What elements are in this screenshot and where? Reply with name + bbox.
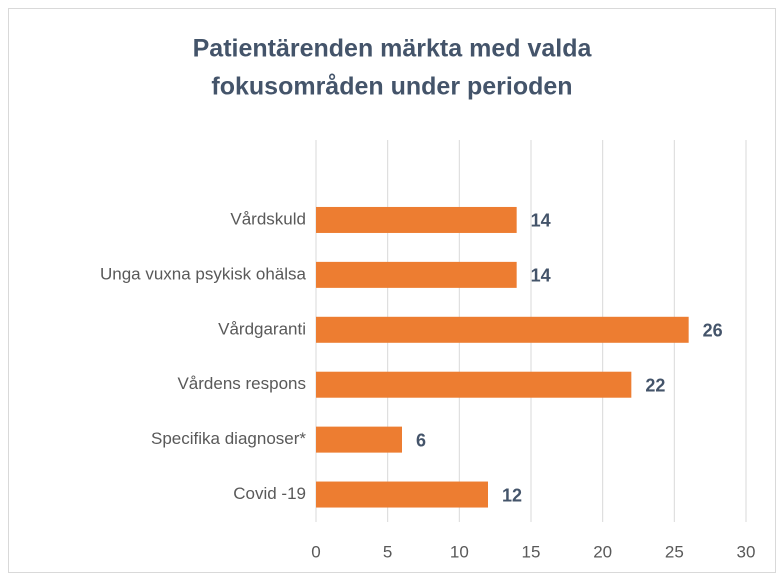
bar — [316, 206, 517, 233]
y-tick-label: Specifika diagnoser* — [151, 429, 306, 448]
chart-border — [8, 8, 776, 573]
bar — [316, 481, 488, 508]
data-label: 22 — [645, 375, 665, 395]
bar — [316, 371, 632, 398]
x-tick-label: 10 — [450, 542, 469, 561]
x-tick-label: 30 — [737, 542, 756, 561]
chart-title: Patientärenden märkta med valda — [193, 35, 593, 63]
y-tick-label: Vårdgaranti — [218, 319, 306, 338]
x-tick-label: 25 — [665, 542, 684, 561]
bar — [316, 261, 517, 288]
data-label: 12 — [502, 485, 522, 505]
bar — [316, 426, 402, 453]
data-label: 6 — [416, 430, 426, 450]
data-label: 14 — [531, 211, 551, 231]
y-tick-label: Vårdens respons — [177, 374, 306, 393]
x-tick-label: 0 — [311, 542, 320, 561]
y-tick-label: Covid -19 — [233, 484, 306, 503]
x-tick-label: 20 — [593, 542, 612, 561]
chart-title: fokusområden under perioden — [211, 73, 572, 101]
x-tick-label: 5 — [383, 542, 392, 561]
y-tick-label: Unga vuxna psykisk ohälsa — [100, 264, 307, 283]
data-label: 14 — [531, 266, 551, 286]
y-tick-label: Vårdskuld — [230, 209, 306, 228]
x-tick-label: 15 — [522, 542, 541, 561]
data-label: 26 — [703, 321, 723, 341]
bar — [316, 316, 689, 343]
